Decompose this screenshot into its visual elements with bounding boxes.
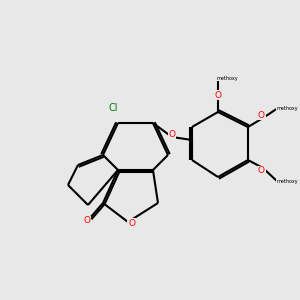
Text: O: O: [258, 167, 265, 176]
Text: methoxy: methoxy: [276, 106, 298, 110]
Text: O: O: [169, 130, 176, 139]
Text: methoxy: methoxy: [217, 76, 238, 80]
Text: O: O: [83, 217, 91, 226]
Text: Cl: Cl: [108, 103, 118, 113]
Text: methoxy: methoxy: [276, 179, 298, 184]
Text: O: O: [128, 219, 135, 228]
Text: O: O: [258, 110, 265, 119]
Text: O: O: [214, 91, 221, 100]
